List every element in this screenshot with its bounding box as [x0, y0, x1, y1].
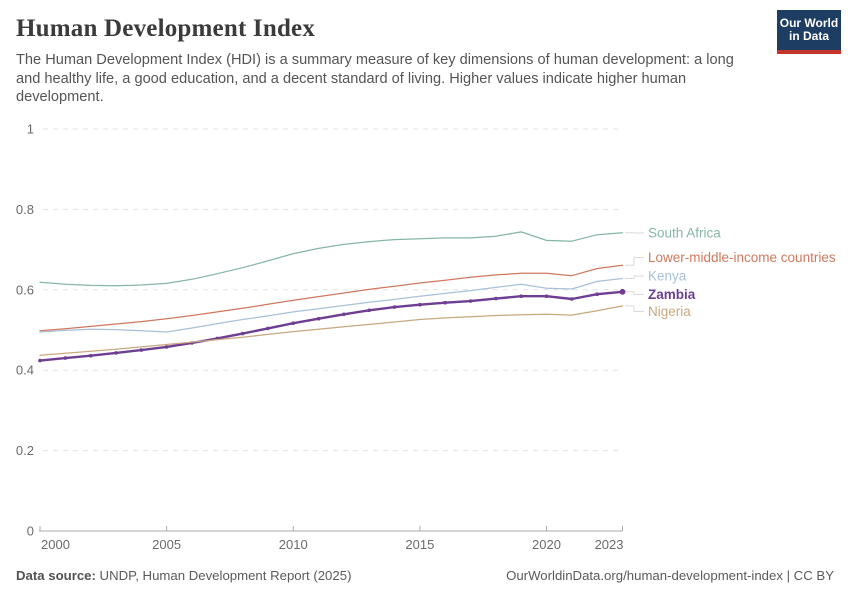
- data-point-zambia[interactable]: [114, 351, 118, 355]
- x-tick-label: 2023: [595, 537, 624, 552]
- data-point-zambia[interactable]: [418, 302, 422, 307]
- x-tick-label: 2010: [279, 537, 308, 552]
- series-line-zambia[interactable]: [38, 290, 624, 362]
- series-label-south-africa[interactable]: South Africa: [648, 226, 721, 241]
- data-point-zambia[interactable]: [570, 297, 574, 301]
- hdi-line-chart: 0 0.2 0.4 0.6 0.8 1 2000 2005 2010 2015 2020 2023 So…: [0, 113, 850, 573]
- chart-canvas[interactable]: 0 0.2 0.4 0.6 0.8 1 2000 2005 2010 2015 2020 2023 So…: [0, 113, 850, 573]
- data-point-zambia[interactable]: [291, 321, 296, 325]
- data-point-zambia[interactable]: [367, 308, 372, 313]
- y-tick-label: 0: [27, 524, 34, 539]
- y-tick-label: 0.8: [16, 202, 34, 217]
- credit-link[interactable]: OurWorldinData.org/human-development-ind…: [506, 568, 834, 583]
- series-label-kenya[interactable]: Kenya: [648, 269, 687, 284]
- data-point-zambia[interactable]: [342, 312, 346, 317]
- x-tick-label: 2000: [41, 537, 70, 552]
- chart-footer: Data source: UNDP, Human Development Rep…: [16, 568, 834, 583]
- series-label-lower-middle-income-countries[interactable]: Lower-middle-income countries: [648, 250, 836, 265]
- series-label-zambia[interactable]: Zambia: [648, 287, 696, 302]
- series-line-kenya[interactable]: [39, 277, 624, 333]
- data-point-zambia[interactable]: [544, 294, 549, 298]
- x-tick-label: 2020: [532, 537, 561, 552]
- data-point-zambia[interactable]: [88, 353, 93, 358]
- series-endpoint-zambia[interactable]: [619, 288, 626, 295]
- owid-logo-line2: in Data: [788, 29, 829, 43]
- data-point-zambia[interactable]: [164, 345, 169, 349]
- data-point-zambia[interactable]: [468, 299, 473, 303]
- chart-subtitle: The Human Development Index (HDI) is a s…: [16, 52, 734, 106]
- series-line-south-africa[interactable]: [39, 231, 624, 287]
- data-point-zambia[interactable]: [316, 316, 321, 321]
- data-point-zambia[interactable]: [139, 348, 144, 352]
- data-point-zambia[interactable]: [392, 305, 397, 309]
- series-line-nigeria[interactable]: [39, 305, 624, 356]
- data-source-text: UNDP, Human Development Report (2025): [95, 568, 352, 583]
- y-tick-label: 0.4: [16, 363, 34, 378]
- data-point-zambia[interactable]: [240, 331, 245, 336]
- legend-connector-zambia: [625, 291, 644, 295]
- data-point-zambia[interactable]: [38, 358, 42, 363]
- series-line-lower-middle-income-countries[interactable]: [39, 264, 624, 332]
- data-point-zambia[interactable]: [519, 294, 523, 298]
- legend-connector-nigeria: [625, 305, 644, 312]
- data-source-label: Data source:: [16, 568, 96, 583]
- data-point-zambia[interactable]: [595, 292, 599, 296]
- series-label-nigeria[interactable]: Nigeria: [648, 304, 691, 319]
- x-tick-label: 2005: [152, 537, 181, 552]
- page-title: Human Development Index: [16, 15, 316, 42]
- y-tick-label: 0.6: [16, 282, 34, 297]
- x-tick-label: 2015: [405, 537, 434, 552]
- data-point-zambia[interactable]: [443, 300, 448, 305]
- owid-logo-line1: Our World: [779, 16, 839, 30]
- legend-connector-kenya: [625, 275, 644, 279]
- y-tick-label: 0.2: [16, 443, 34, 458]
- owid-logo[interactable]: Our World in Data: [777, 10, 841, 54]
- y-tick-label: 1: [27, 122, 34, 137]
- data-source-note: Data source: UNDP, Human Development Rep…: [16, 568, 351, 583]
- data-point-zambia[interactable]: [494, 296, 498, 301]
- legend-connector-lower-middle-income-countries: [625, 257, 644, 266]
- data-point-zambia[interactable]: [266, 326, 270, 331]
- data-point-zambia[interactable]: [63, 356, 68, 360]
